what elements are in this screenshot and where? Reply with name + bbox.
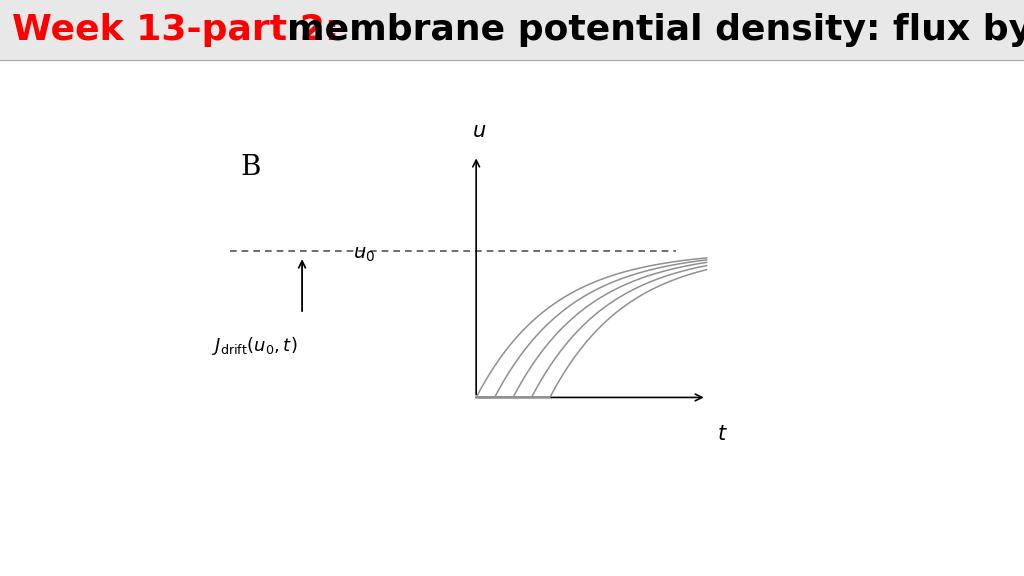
Text: Week 13-part 2:: Week 13-part 2: [12, 13, 352, 47]
Text: membrane potential density: flux by drift: membrane potential density: flux by drif… [287, 13, 1024, 47]
Text: $u_0$: $u_0$ [353, 245, 376, 264]
Text: $J_{\mathrm{drift}}(u_0,t)$: $J_{\mathrm{drift}}(u_0,t)$ [212, 335, 297, 357]
Text: $t$: $t$ [717, 426, 728, 444]
Text: B: B [241, 154, 261, 180]
Text: $u$: $u$ [472, 122, 486, 141]
Bar [0, 0, 1024, 60]
